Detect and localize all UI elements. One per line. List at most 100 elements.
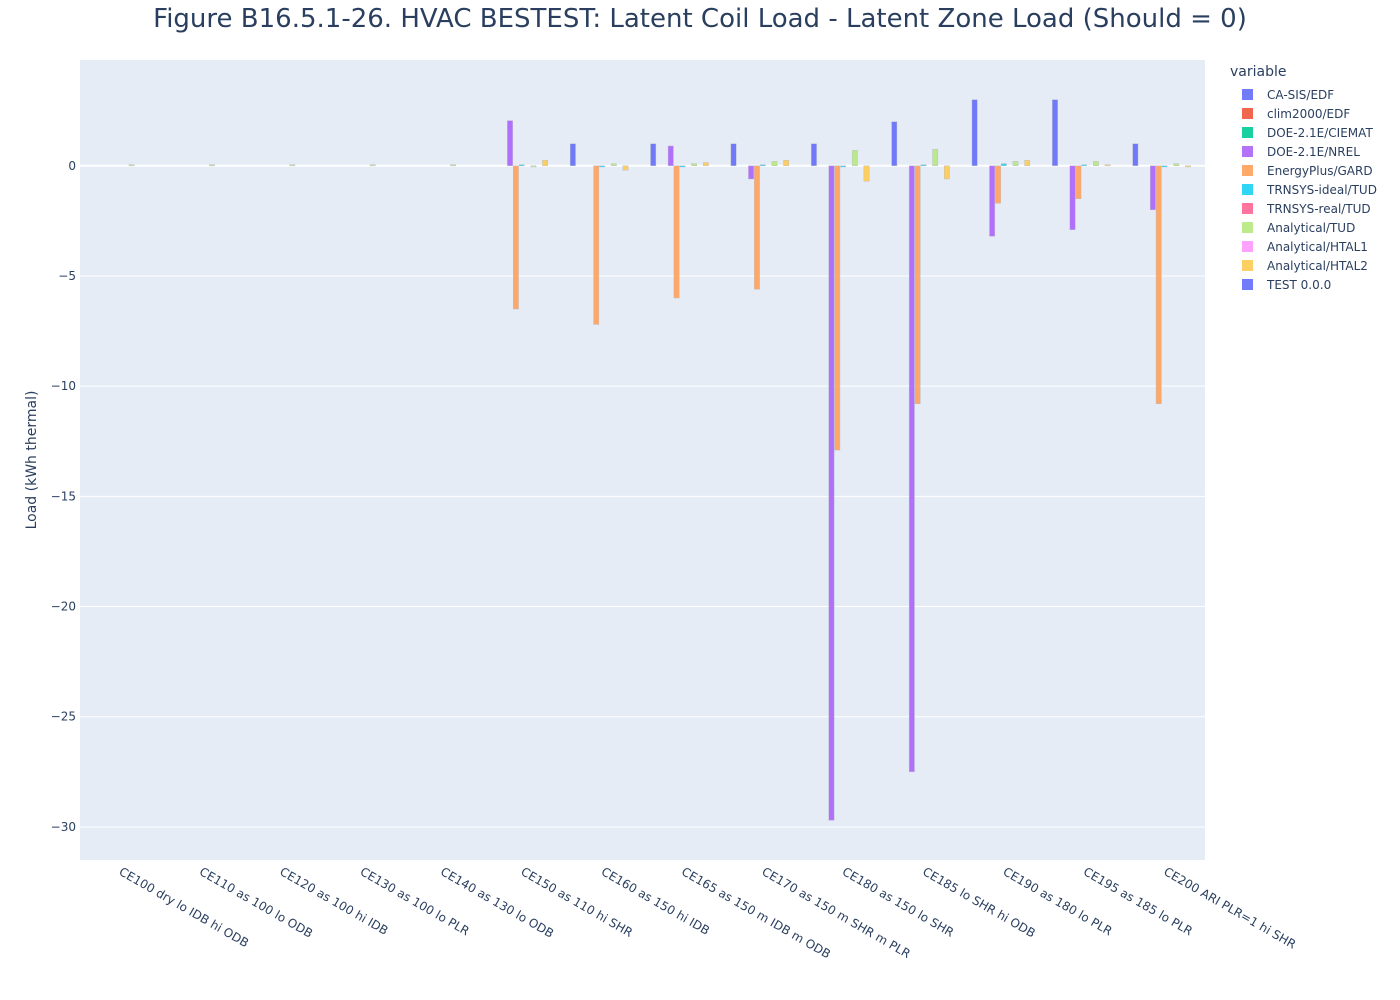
- legend-item[interactable]: EnergyPlus/GARD: [1230, 161, 1377, 180]
- legend-item[interactable]: Analytical/HTAL2: [1230, 256, 1377, 275]
- legend-swatch: [1242, 241, 1253, 252]
- y-axis-label: Load (kWh thermal): [24, 391, 40, 530]
- bar[interactable]: [771, 161, 778, 166]
- legend-label: TEST 0.0.0: [1267, 277, 1332, 292]
- legend-swatch: [1242, 279, 1253, 290]
- bar[interactable]: [518, 164, 525, 167]
- bar[interactable]: [863, 165, 870, 182]
- legend-item[interactable]: TRNSYS-real/TUD: [1230, 199, 1377, 218]
- legend-item[interactable]: TEST 0.0.0: [1230, 275, 1377, 294]
- bar[interactable]: [1069, 165, 1076, 230]
- bar[interactable]: [920, 164, 927, 167]
- legend: variable CA-SIS/EDF clim2000/EDF DOE-2.1E/…: [1230, 64, 1377, 294]
- bar[interactable]: [1132, 143, 1139, 166]
- y-tick-label: −10: [51, 379, 76, 393]
- bar[interactable]: [650, 143, 657, 166]
- bar[interactable]: [828, 165, 835, 821]
- y-tick-label: −20: [51, 600, 76, 614]
- legend-item[interactable]: Analytical/TUD: [1230, 218, 1377, 237]
- bar[interactable]: [599, 165, 605, 168]
- bar[interactable]: [811, 143, 817, 166]
- bar[interactable]: [1150, 165, 1156, 211]
- x-tick-label: CE200 ARI PLR=1 hi SHR: [1161, 864, 1298, 951]
- bar[interactable]: [1173, 163, 1180, 166]
- legend-item[interactable]: TRNSYS-ideal/TUD: [1230, 180, 1377, 199]
- legend-swatch: [1242, 127, 1253, 138]
- bar[interactable]: [1075, 165, 1082, 200]
- bar[interactable]: [1155, 165, 1162, 405]
- legend-item[interactable]: clim2000/EDF: [1230, 104, 1377, 123]
- bar[interactable]: [369, 164, 376, 167]
- bar[interactable]: [1161, 165, 1168, 168]
- bar[interactable]: [667, 145, 674, 166]
- legend-label: Analytical/HTAL1: [1267, 239, 1368, 254]
- legend-item[interactable]: DOE-2.1E/NREL: [1230, 142, 1377, 161]
- bar[interactable]: [209, 164, 215, 167]
- legend-item[interactable]: CA-SIS/EDF: [1230, 85, 1377, 104]
- plot-background: [80, 60, 1205, 860]
- x-tick-label: CE170 as 150 m SHR m PLR: [760, 864, 913, 961]
- legend-swatch: [1242, 203, 1253, 214]
- y-tick-label: −5: [58, 269, 76, 283]
- legend-title: variable: [1230, 64, 1287, 80]
- bar[interactable]: [1104, 164, 1111, 167]
- bar[interactable]: [989, 165, 996, 237]
- bar[interactable]: [289, 164, 296, 167]
- bar[interactable]: [128, 164, 135, 167]
- bar[interactable]: [914, 165, 921, 405]
- bar[interactable]: [754, 165, 760, 290]
- x-tick-label: CE100 dry lo IDB hi ODB: [117, 864, 251, 950]
- legend-item[interactable]: Analytical/HTAL1: [1230, 237, 1377, 256]
- bar[interactable]: [512, 165, 519, 310]
- legend-label: Analytical/HTAL2: [1267, 258, 1368, 273]
- bar[interactable]: [507, 120, 513, 166]
- bar[interactable]: [730, 143, 737, 166]
- legend-swatch: [1242, 146, 1253, 157]
- legend-swatch: [1242, 184, 1253, 195]
- bar[interactable]: [932, 149, 939, 166]
- y-tick-label: −15: [51, 489, 76, 503]
- legend-item[interactable]: DOE-2.1E/CIEMAT: [1230, 123, 1377, 142]
- bar[interactable]: [530, 165, 537, 168]
- bar[interactable]: [610, 163, 617, 166]
- bar[interactable]: [908, 165, 915, 773]
- legend-label: DOE-2.1E/CIEMAT: [1267, 125, 1373, 140]
- bar[interactable]: [1081, 164, 1088, 167]
- legend-swatch: [1242, 222, 1253, 233]
- bar[interactable]: [1024, 160, 1031, 166]
- bar[interactable]: [679, 165, 686, 168]
- bar[interactable]: [851, 150, 858, 166]
- bar[interactable]: [834, 165, 841, 451]
- bar[interactable]: [1012, 161, 1019, 166]
- bar[interactable]: [891, 121, 898, 166]
- bar[interactable]: [1000, 163, 1007, 166]
- bar[interactable]: [702, 162, 709, 166]
- bar[interactable]: [840, 165, 847, 168]
- bar[interactable]: [748, 165, 754, 180]
- bar[interactable]: [995, 165, 1001, 204]
- bar[interactable]: [542, 160, 548, 166]
- bar[interactable]: [569, 143, 576, 166]
- y-ticks: 0 −5 −10 −15 −20 −25 −30: [51, 159, 76, 834]
- legend-label: TRNSYS-ideal/TUD: [1267, 182, 1377, 197]
- bar[interactable]: [1185, 165, 1191, 168]
- bar[interactable]: [759, 164, 766, 167]
- bar[interactable]: [1093, 161, 1099, 166]
- bar[interactable]: [450, 164, 456, 167]
- bar[interactable]: [622, 165, 629, 171]
- y-tick-label: −30: [51, 820, 76, 834]
- bar[interactable]: [971, 99, 978, 166]
- legend-label: clim2000/EDF: [1267, 106, 1351, 121]
- bar[interactable]: [944, 165, 950, 180]
- legend-swatch: [1242, 260, 1253, 271]
- bar[interactable]: [673, 165, 680, 299]
- y-tick-label: −25: [51, 710, 76, 724]
- bar[interactable]: [783, 160, 790, 166]
- legend-label: Analytical/TUD: [1267, 220, 1356, 235]
- legend-swatch: [1242, 108, 1253, 119]
- bar[interactable]: [593, 165, 600, 325]
- bar[interactable]: [1052, 99, 1058, 166]
- bar[interactable]: [691, 163, 697, 166]
